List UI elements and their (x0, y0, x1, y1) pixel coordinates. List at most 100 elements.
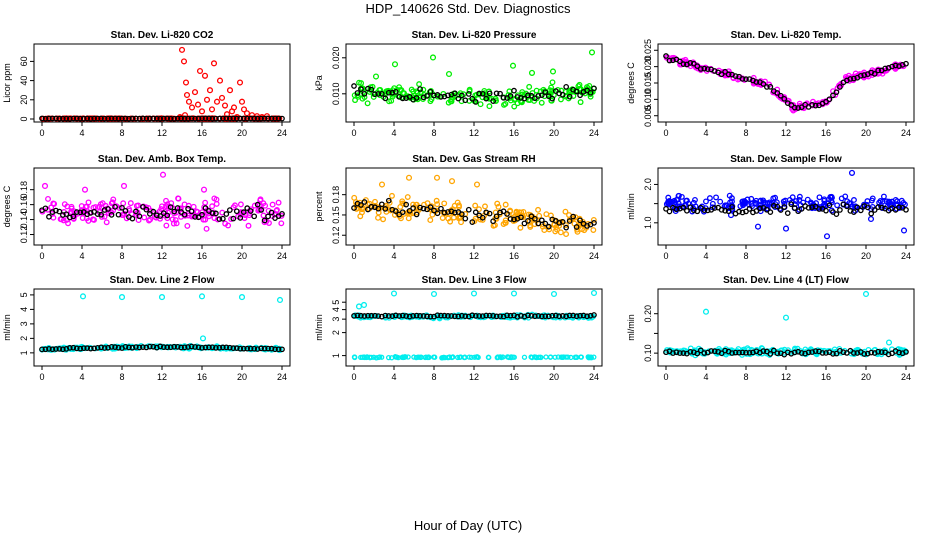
reference-point (511, 87, 517, 94)
reference-point (438, 312, 444, 319)
outlier-point (510, 290, 518, 297)
reference-point (39, 115, 45, 122)
data-point (434, 201, 441, 208)
reference-point (354, 90, 361, 96)
outlier-point (470, 290, 478, 297)
reference-point (854, 350, 861, 356)
reference-point (150, 343, 157, 350)
reference-point (854, 204, 861, 211)
reference-point (233, 115, 240, 122)
reference-point (105, 206, 111, 212)
reference-point (445, 92, 451, 99)
data-point (432, 354, 438, 360)
data-points (663, 290, 909, 359)
reference-point (708, 348, 715, 354)
reference-point (798, 350, 805, 356)
reference-point (767, 351, 774, 357)
reference-point (521, 95, 528, 102)
reference-point (63, 211, 70, 218)
reference-point (70, 344, 77, 351)
reference-point (233, 208, 240, 215)
reference-point (375, 313, 382, 319)
data-point (427, 217, 434, 224)
data-point (748, 195, 755, 202)
reference-point (663, 53, 669, 59)
x-tick-label: 4 (391, 128, 396, 138)
reference-point (56, 346, 63, 352)
reference-point (584, 313, 590, 320)
reference-point (438, 93, 444, 100)
data-point (399, 354, 405, 361)
reference-point (389, 89, 396, 96)
plot-frame (33, 288, 291, 367)
reference-point (511, 216, 517, 223)
data-point (109, 199, 116, 206)
reference-point (167, 344, 174, 351)
reference-point (143, 115, 150, 122)
reference-point (410, 313, 416, 319)
data-point (386, 98, 393, 105)
reference-point (479, 90, 486, 97)
x-tick-label: 4 (703, 251, 708, 261)
reference-point (556, 313, 563, 320)
x-tick-label: 24 (589, 128, 599, 138)
data-point (568, 354, 574, 361)
data-points (351, 49, 597, 110)
reference-point (458, 312, 465, 319)
reference-point (361, 90, 368, 97)
reference-point (209, 344, 216, 351)
reference-point (417, 86, 423, 92)
reference-point (167, 115, 174, 122)
reference-point (226, 207, 233, 213)
reference-point (434, 210, 441, 217)
reference-point (150, 208, 157, 215)
reference-point (399, 95, 406, 102)
reference-point (809, 204, 815, 210)
reference-point (833, 89, 840, 96)
data-point (574, 226, 580, 233)
reference-point (254, 201, 261, 208)
outlier-point (590, 289, 598, 297)
reference-point (500, 208, 507, 215)
data-point (683, 197, 690, 204)
reference-point (687, 348, 694, 355)
reference-point (493, 213, 500, 220)
reference-point (427, 313, 434, 320)
reference-point (181, 211, 188, 218)
reference-point (140, 344, 146, 350)
reference-point (279, 346, 285, 353)
reference-point (192, 214, 198, 220)
x-tick-label: 20 (549, 372, 559, 382)
reference-point (153, 212, 160, 219)
reference-point (233, 345, 240, 351)
reference-point (486, 90, 493, 97)
reference-point (226, 115, 233, 122)
outlier-point (429, 54, 437, 61)
outlier-point (196, 67, 204, 75)
reference-point (704, 207, 711, 214)
outlier-point (206, 87, 214, 94)
reference-point (850, 350, 857, 356)
reference-point (861, 72, 868, 78)
reference-point (261, 217, 268, 224)
data-point (394, 354, 400, 360)
x-tick-label: 16 (509, 372, 519, 382)
reference-point (80, 345, 87, 352)
data-point (184, 222, 191, 229)
reference-point (525, 218, 531, 224)
data-point (251, 202, 258, 209)
data-point (421, 91, 427, 98)
data-point (529, 215, 536, 222)
reference-point (133, 115, 139, 122)
outlier-point (194, 101, 202, 108)
reference-point (704, 66, 711, 72)
outlier-point (588, 49, 596, 56)
reference-point (903, 349, 909, 355)
y-axis-label: Licor ppm (2, 63, 12, 103)
reference-point (732, 349, 739, 356)
data-point (581, 227, 588, 234)
data-point (549, 79, 556, 86)
reference-point (455, 313, 462, 320)
